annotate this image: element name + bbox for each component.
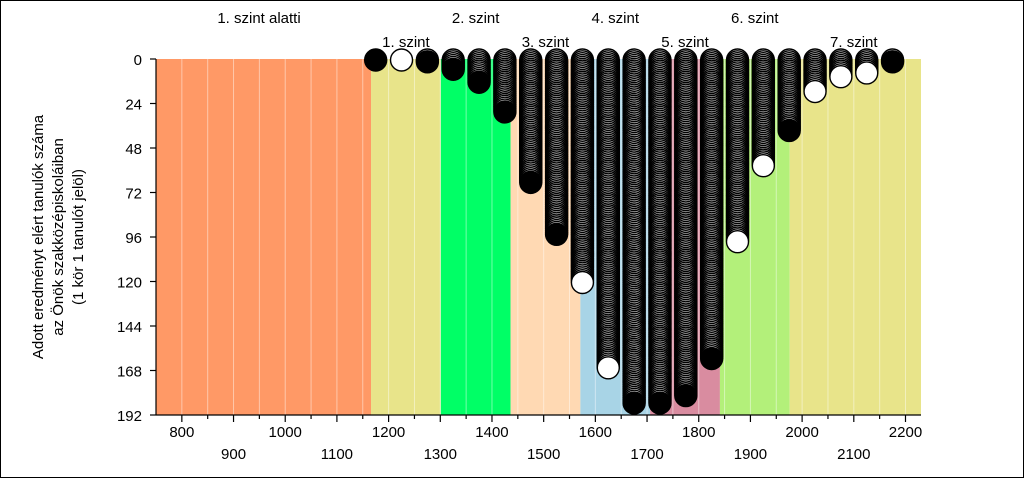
dot-marker-last: [389, 48, 414, 72]
level-label: 5. szint: [661, 34, 709, 51]
dot-column: [829, 48, 853, 89]
level-band-1: [371, 59, 441, 415]
dot-column: [674, 48, 698, 408]
dot-marker-last: [570, 270, 595, 295]
y-axis-label: Adott eredményt elért tanulók száma az Ön…: [30, 114, 87, 359]
level-band-7: [789, 59, 921, 415]
level-label: 7. szint: [830, 34, 878, 51]
axes: 0 24 48 72 96 120 144 168 192 800 1000 1200 1400 1600…: [117, 52, 922, 463]
x-tick-label: 1700: [630, 446, 663, 463]
dot-marker-last: [829, 64, 853, 89]
y-tick-label: 48: [125, 141, 142, 158]
dot-marker-last: [441, 57, 465, 81]
dot-column: [363, 48, 388, 72]
dot-column: [803, 48, 827, 104]
dot-marker-last: [622, 391, 646, 415]
x-tick-label: 2200: [889, 424, 922, 441]
x-tick-label: 1100: [321, 446, 353, 463]
y-axis-label-line: Adott eredményt elért tanulók száma: [30, 114, 47, 359]
dot-column: [415, 48, 440, 74]
dot-column: [855, 48, 879, 85]
dot-marker-last: [596, 356, 620, 380]
dot-column: [622, 48, 646, 415]
dot-column: [751, 48, 776, 178]
x-tick-label: 1900: [734, 446, 767, 463]
y-axis-label-line: az Önök szakközépiskoláiban: [49, 138, 67, 336]
dot-marker-last: [751, 153, 776, 178]
x-tick-label: 1500: [527, 446, 560, 463]
level-label: 1. szint: [382, 34, 430, 51]
x-tick-label: 1600: [579, 424, 612, 441]
dot-marker-last: [493, 100, 517, 124]
dot-marker-last: [880, 50, 905, 74]
level-labels: 1. szint alatti 1. szint 2. szint 3. szint 4…: [217, 10, 878, 51]
dot-marker-last: [699, 346, 724, 371]
y-tick-label: 72: [125, 186, 142, 203]
dot-column: [389, 48, 414, 72]
dot-column: [467, 48, 491, 94]
dot-column: [725, 48, 750, 254]
x-tick-label: 2100: [837, 446, 870, 463]
level-label: 3. szint: [522, 34, 570, 51]
x-tick-label: 2000: [785, 424, 818, 441]
dot-column: [493, 48, 517, 124]
x-tick-label: 900: [221, 446, 246, 463]
dot-marker-last: [855, 61, 879, 85]
y-tick-label: 120: [117, 275, 142, 292]
dot-column: [596, 48, 620, 380]
level-label: 2. szint: [452, 10, 500, 27]
dot-marker-last: [803, 79, 827, 104]
dot-marker-last: [467, 70, 491, 94]
level-label: 1. szint alatti: [217, 10, 300, 27]
dot-column: [570, 48, 595, 295]
dot-column: [699, 48, 724, 371]
dot-column: [880, 48, 905, 74]
y-tick-label: 144: [117, 319, 142, 336]
y-tick-label: 96: [125, 230, 142, 247]
y-axis-label-line: (1 kör 1 tanulót jelöl): [70, 169, 87, 305]
x-tick-label: 1300: [424, 446, 457, 463]
dot-column: [648, 48, 672, 415]
dot-column: [777, 48, 801, 143]
dot-marker-last: [674, 383, 698, 408]
level-label: 6. szint: [731, 10, 779, 27]
student-dots: [363, 48, 905, 415]
y-tick-label: 24: [125, 97, 142, 114]
dot-column: [519, 48, 543, 195]
x-tick-label: 1400: [475, 424, 508, 441]
dot-marker-last: [363, 48, 388, 72]
level-band-0: [156, 59, 372, 415]
dot-column: [544, 48, 569, 246]
dot-marker-last: [519, 170, 543, 195]
dot-marker-last: [415, 50, 440, 74]
y-tick-label: 0: [134, 52, 142, 69]
dot-marker-last: [777, 118, 801, 143]
x-tick-label: 1800: [682, 424, 715, 441]
level-label: 4. szint: [591, 10, 639, 27]
x-tick-label: 800: [169, 424, 194, 441]
dot-marker-last: [544, 222, 569, 246]
x-tick-label: 1200: [372, 424, 405, 441]
dot-marker-last: [648, 391, 672, 415]
dot-marker-last: [725, 230, 750, 254]
dot-column: [441, 48, 465, 81]
x-tick-label: 1000: [269, 424, 302, 441]
y-tick-label: 192: [117, 408, 142, 425]
y-tick-label: 168: [117, 364, 142, 381]
